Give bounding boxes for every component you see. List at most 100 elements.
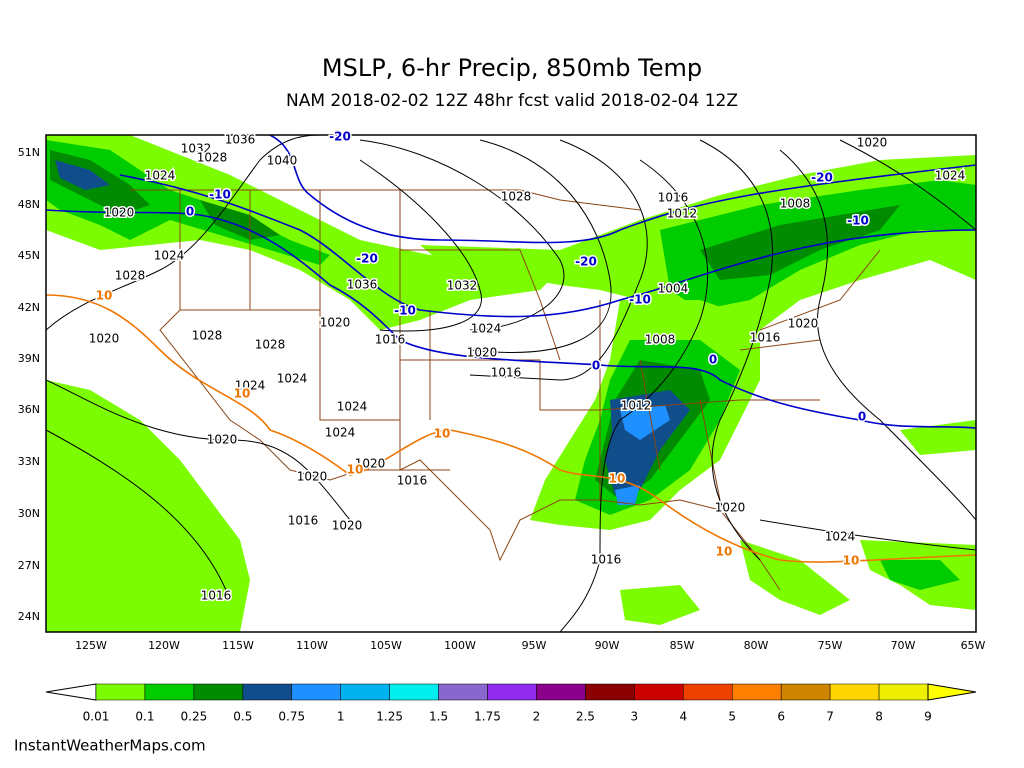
- isotherm-label: -10: [629, 293, 651, 307]
- colorbar-box: [683, 683, 733, 701]
- isotherm-label: 10: [96, 289, 113, 303]
- colorbar-label: 0.25: [181, 710, 208, 724]
- isobar-label: 1024: [277, 372, 308, 386]
- lat-label: 51N: [18, 146, 40, 159]
- lon-label: 110W: [296, 639, 328, 652]
- colorbar-box: [829, 683, 880, 701]
- isobar-label: 1020: [715, 501, 746, 515]
- isotherm-label: -10: [209, 188, 231, 202]
- lat-label: 36N: [18, 403, 40, 416]
- colorbar-under: [45, 683, 97, 701]
- colorbar-label: 3: [631, 710, 639, 724]
- colorbar-box: [144, 683, 195, 701]
- isobar-label: 1016: [201, 589, 232, 603]
- colorbar-label: 5: [728, 710, 736, 724]
- isobar-label: 1020: [857, 136, 888, 150]
- lat-label: 42N: [18, 301, 40, 314]
- isotherm-label: -20: [329, 130, 351, 144]
- isotherm-label: 10: [609, 472, 626, 486]
- colorbar-label: 0.1: [135, 710, 154, 724]
- isobar-label: 1016: [750, 331, 781, 345]
- colorbar-label: 0.5: [233, 710, 252, 724]
- isobar-label: 1032: [447, 279, 478, 293]
- lat-label: 48N: [18, 198, 40, 211]
- colorbar-label: 6: [777, 710, 785, 724]
- lon-label: 80W: [744, 639, 769, 652]
- isobar-label: 1020: [320, 316, 351, 330]
- colorbar-label: 4: [679, 710, 687, 724]
- colorbar-over: [927, 683, 977, 701]
- colorbar-box: [487, 683, 537, 701]
- colorbar-label: 1.25: [376, 710, 403, 724]
- isotherm-label: 0: [186, 205, 194, 219]
- lon-label: 120W: [148, 639, 180, 652]
- colorbar-label: 8: [875, 710, 883, 724]
- isobar-label: 1012: [667, 207, 698, 221]
- isobar-label: 1028: [501, 190, 532, 204]
- colorbar-label: 9: [924, 710, 932, 724]
- isobar-label: 1016: [491, 366, 522, 380]
- colorbar-box: [878, 683, 929, 701]
- isobar-label: 1028: [192, 329, 223, 343]
- lat-label: 30N: [18, 507, 40, 520]
- isobar-label: 1020: [332, 519, 363, 533]
- lat-label: 45N: [18, 249, 40, 262]
- isotherm-label: -10: [847, 214, 869, 228]
- isobar-label: 1024: [154, 249, 185, 263]
- colorbar-box: [780, 683, 831, 701]
- isotherm-label: 0: [592, 359, 600, 373]
- isobar-label: 1028: [115, 269, 146, 283]
- isobar-label: 1020: [89, 332, 120, 346]
- isotherm-label: -20: [811, 171, 833, 185]
- lon-label: 65W: [961, 639, 986, 652]
- isotherm-label: 0: [858, 410, 866, 424]
- isobar-label: 1032: [181, 142, 212, 156]
- isobar-label: 1024: [325, 426, 356, 440]
- isobar-label: 1020: [355, 457, 386, 471]
- lon-label: 70W: [891, 639, 916, 652]
- isobar-label: 1028: [255, 338, 286, 352]
- lon-label: 95W: [522, 639, 547, 652]
- isobar-label: 1024: [471, 322, 502, 336]
- colorbar-box: [291, 683, 341, 701]
- lon-label: 125W: [75, 639, 107, 652]
- isobar-label: 1020: [788, 317, 819, 331]
- credit: InstantWeatherMaps.com: [14, 737, 206, 755]
- borders: [130, 189, 881, 591]
- colorbar-label: 0.75: [278, 710, 305, 724]
- isobar-label: 1024: [825, 530, 856, 544]
- colorbar-label: 7: [826, 710, 834, 724]
- isotherm-label: 10: [234, 387, 251, 401]
- lon-label: 90W: [595, 639, 620, 652]
- colorbar-box: [242, 683, 293, 701]
- colorbar-label: 1.5: [429, 710, 448, 724]
- lon-label: 85W: [670, 639, 695, 652]
- lat-label: 33N: [18, 455, 40, 468]
- colorbar-box: [731, 683, 782, 701]
- colorbar-box: [389, 683, 439, 701]
- map: 51N 48N 45N 42N 39N 36N 33N 30N 27N 24N 125W 120W 11…: [18, 128, 986, 652]
- lat-label: 39N: [18, 352, 40, 365]
- isobar-label: 1016: [375, 333, 406, 347]
- isobar-label: 1024: [235, 379, 266, 393]
- isotherm-label: 10: [434, 427, 451, 441]
- lat-label: 27N: [18, 559, 40, 572]
- isobar-label: 1016: [658, 191, 689, 205]
- colorbar-box: [95, 683, 146, 701]
- lat-label: 24N: [18, 610, 40, 623]
- isotherm-label: -10: [394, 304, 416, 318]
- colorbar-box: [438, 683, 488, 701]
- isotherm-label: -20: [356, 252, 378, 266]
- colorbar-box: [340, 683, 390, 701]
- isobar-label: 1024: [935, 169, 966, 183]
- warm-isotherms: [46, 294, 976, 563]
- isotherm-label: 0: [709, 353, 717, 367]
- isobar-label: 1016: [591, 553, 622, 567]
- isobar-label: 1020: [207, 433, 238, 447]
- isobar-label: 1008: [780, 197, 811, 211]
- isobar-label: 1004: [658, 282, 689, 296]
- colorbar-label: 1.75: [474, 710, 501, 724]
- colorbar-label: 2: [533, 710, 541, 724]
- isobar-label: 1036: [347, 278, 378, 292]
- colorbar-box: [585, 683, 635, 701]
